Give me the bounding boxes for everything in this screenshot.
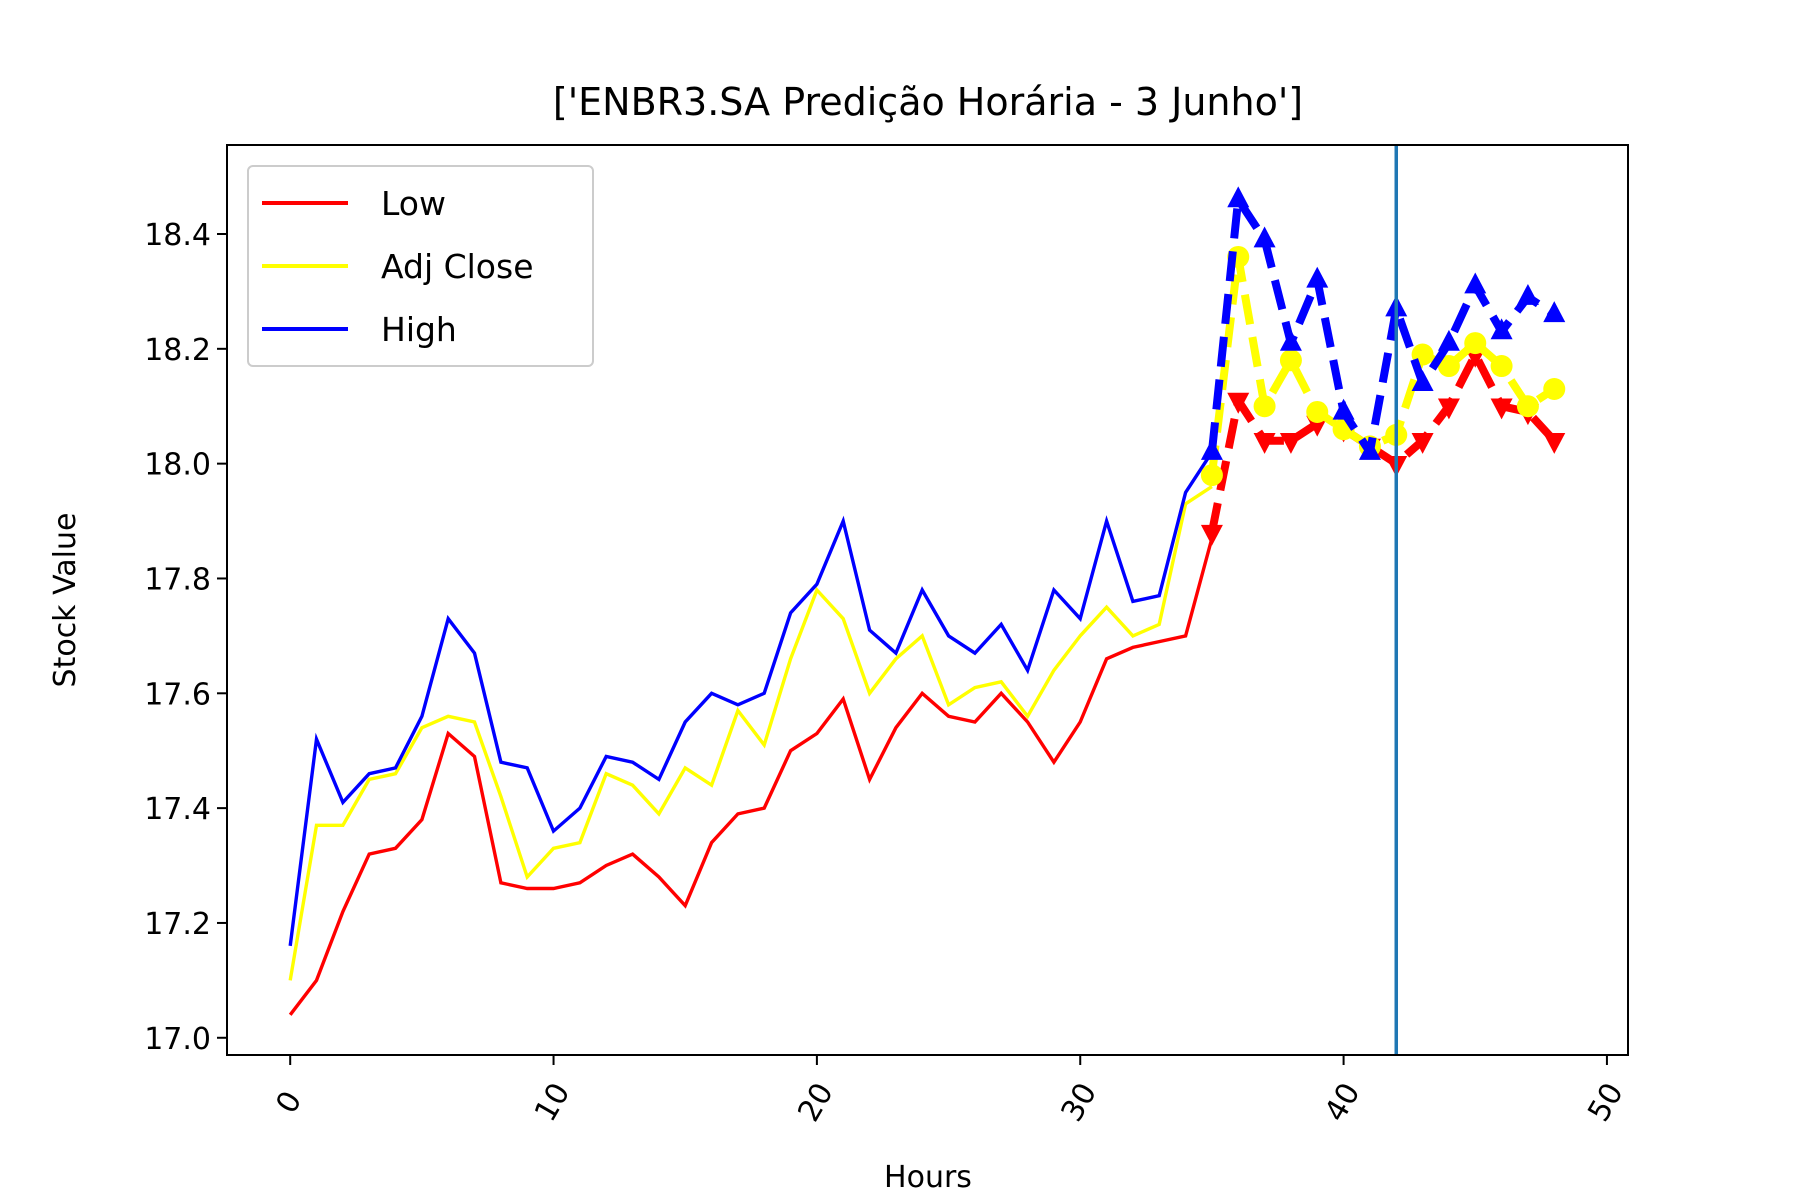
series-line-adj-close (288, 485, 1213, 981)
prediction-point-high (1306, 266, 1329, 288)
prediction-point-high (1227, 186, 1250, 208)
prediction-point-adj-close (1464, 332, 1487, 355)
prediction-point-high (1516, 283, 1539, 305)
x-tick-label: 20 (791, 1077, 840, 1128)
legend-label-low: Low (381, 184, 446, 223)
prediction-point-adj-close (1516, 395, 1539, 418)
plot-frame (226, 144, 1629, 1056)
y-tick-label: 17.6 (144, 677, 211, 712)
series-group (288, 145, 1566, 1055)
prediction-point-high (1490, 318, 1513, 340)
legend: Low Adj Close High (247, 165, 594, 367)
legend-label-adj-close: Adj Close (381, 247, 534, 286)
plot-area (288, 145, 1566, 1055)
prediction-line-high (1207, 195, 1557, 457)
y-axis-label: Stock Value (48, 513, 83, 688)
legend-box (247, 165, 594, 367)
prediction-point-adj-close (1279, 349, 1302, 372)
chart-title: ['ENBR3.SA Predição Horária - 3 Junho'] (553, 80, 1303, 124)
prediction-point-high (1543, 301, 1566, 323)
prediction-point-low (1411, 432, 1434, 454)
y-tick-label: 18.4 (144, 218, 211, 253)
prediction-point-high (1437, 329, 1460, 351)
prediction-point-adj-close (1490, 355, 1513, 378)
prediction-point-high (1411, 370, 1434, 391)
prediction-point-high (1358, 438, 1381, 460)
x-axis-label: Hours (884, 1160, 972, 1195)
prediction-point-adj-close (1253, 395, 1276, 418)
y-tick-label: 17.4 (144, 792, 211, 827)
prediction-point-high (1332, 398, 1355, 420)
x-tick-label: 10 (528, 1077, 577, 1128)
y-tick-label: 17.2 (144, 907, 211, 942)
y-tick-label: 17.0 (144, 1022, 211, 1057)
prediction-point-low (1279, 432, 1302, 454)
prediction-point-adj-close (1437, 355, 1460, 378)
prediction-point-low (1543, 432, 1566, 454)
prediction-point-adj-close (1200, 464, 1223, 487)
prediction-point-high (1200, 438, 1223, 460)
legend-label-high: High (381, 310, 457, 349)
prediction-point-low (1200, 524, 1223, 546)
prediction-point-high (1464, 272, 1487, 294)
x-axis: 0 10 20 30 40 50 (269, 1055, 1631, 1128)
x-tick-label: 30 (1055, 1077, 1104, 1128)
prediction-point-low (1227, 392, 1250, 414)
x-tick-label: 40 (1318, 1077, 1367, 1128)
x-tick-label: 50 (1581, 1077, 1630, 1128)
y-axis: 17.0 17.2 17.4 17.6 17.8 18.0 18.2 18.4 (144, 218, 227, 1057)
y-tick-label: 17.8 (144, 562, 211, 597)
y-tick-label: 18.0 (144, 448, 211, 483)
series-line-high (288, 451, 1214, 947)
series-line-low (288, 537, 1214, 1016)
prediction-point-adj-close (1543, 378, 1566, 401)
prediction-point-low (1490, 398, 1513, 420)
prediction-point-low (1253, 432, 1276, 454)
prediction-point-high (1279, 329, 1302, 351)
prediction-point-adj-close (1306, 400, 1329, 423)
y-tick-label: 18.2 (144, 333, 211, 368)
x-tick-label: 0 (269, 1085, 309, 1119)
prediction-point-low (1437, 398, 1460, 420)
prediction-point-high (1253, 226, 1276, 248)
